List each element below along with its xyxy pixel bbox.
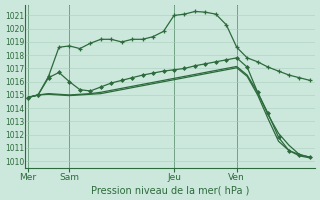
X-axis label: Pression niveau de la mer( hPa ): Pression niveau de la mer( hPa ) xyxy=(91,185,250,195)
